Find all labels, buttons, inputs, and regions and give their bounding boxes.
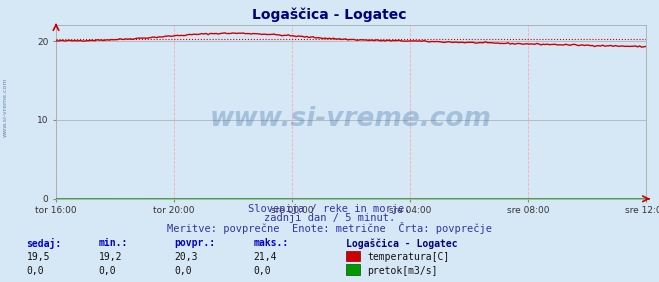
Text: 0,0: 0,0 [175, 266, 192, 276]
Text: povpr.:: povpr.: [175, 238, 215, 248]
Text: temperatura[C]: temperatura[C] [367, 252, 449, 262]
Text: 21,4: 21,4 [254, 252, 277, 262]
Text: 19,2: 19,2 [99, 252, 123, 262]
Text: sedaj:: sedaj: [26, 238, 61, 249]
Text: Logaščica - Logatec: Logaščica - Logatec [252, 7, 407, 21]
Text: 20,3: 20,3 [175, 252, 198, 262]
Text: zadnji dan / 5 minut.: zadnji dan / 5 minut. [264, 213, 395, 223]
Text: 0,0: 0,0 [254, 266, 272, 276]
Text: maks.:: maks.: [254, 238, 289, 248]
Text: www.si-vreme.com: www.si-vreme.com [3, 78, 8, 137]
Text: www.si-vreme.com: www.si-vreme.com [210, 106, 492, 132]
Text: 0,0: 0,0 [26, 266, 44, 276]
Text: Slovenija / reke in morje.: Slovenija / reke in morje. [248, 204, 411, 213]
Text: 19,5: 19,5 [26, 252, 50, 262]
Text: Logaščica - Logatec: Logaščica - Logatec [346, 238, 457, 249]
Text: min.:: min.: [99, 238, 129, 248]
Text: Meritve: povprečne  Enote: metrične  Črta: povprečje: Meritve: povprečne Enote: metrične Črta:… [167, 222, 492, 234]
Text: 0,0: 0,0 [99, 266, 117, 276]
Text: pretok[m3/s]: pretok[m3/s] [367, 266, 438, 276]
